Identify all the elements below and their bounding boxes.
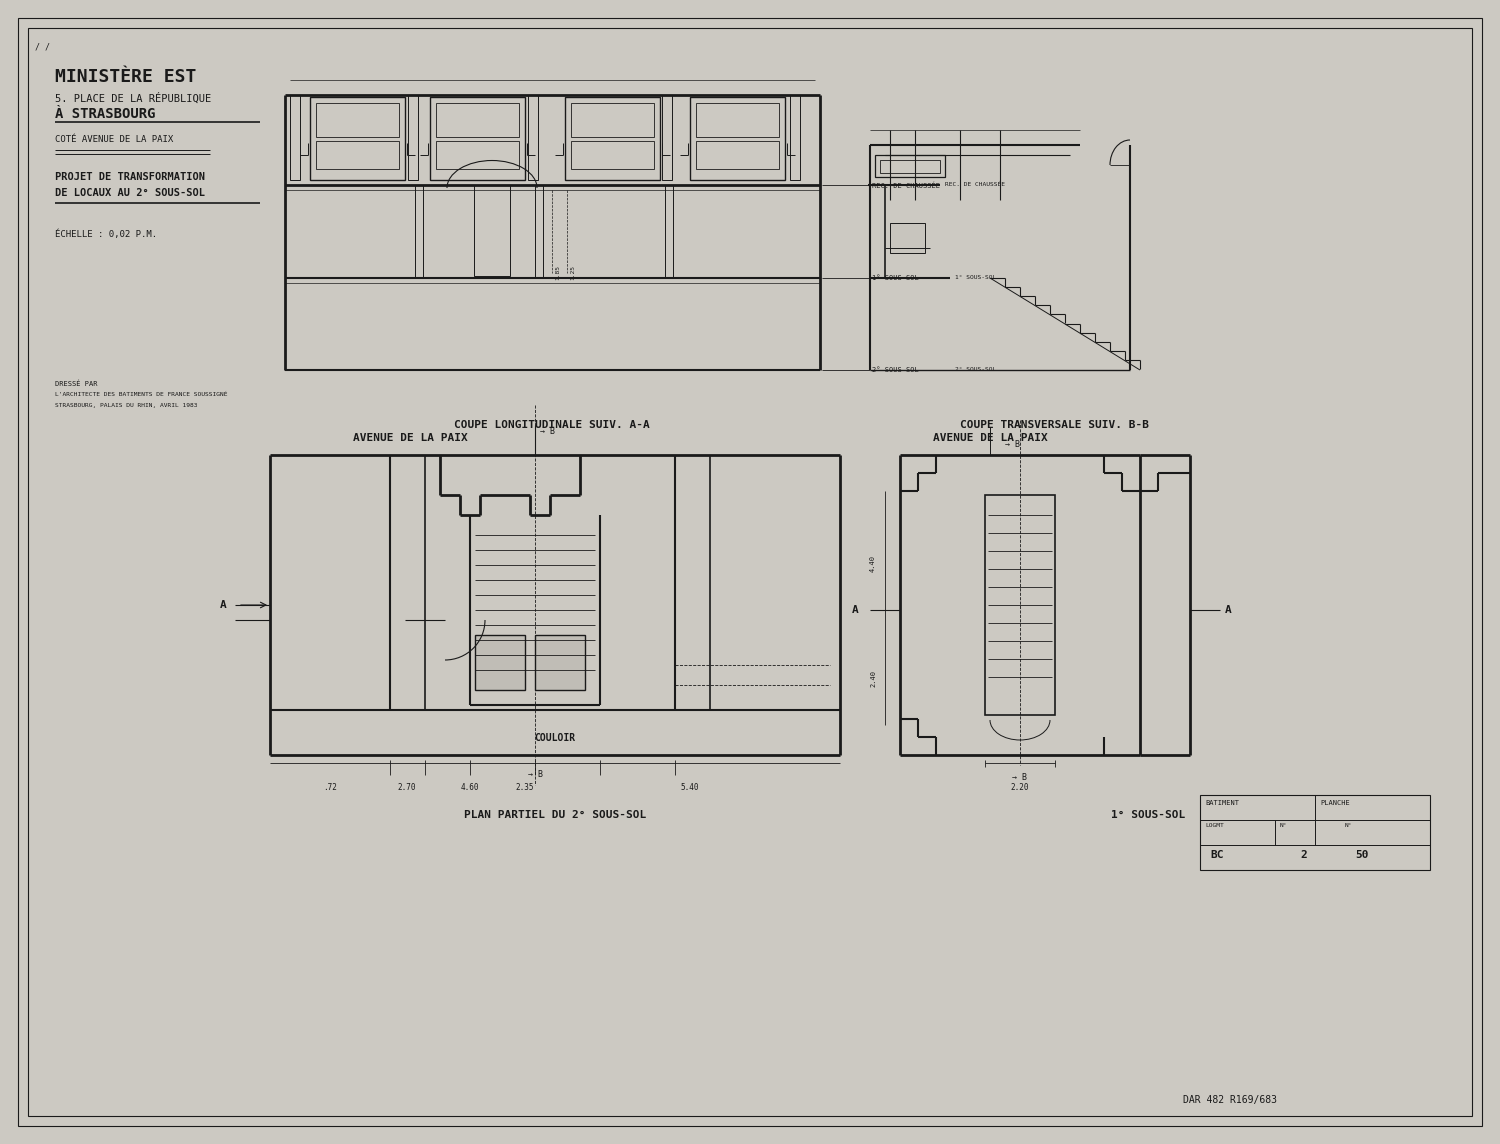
Text: 50: 50 xyxy=(1354,850,1368,860)
Text: 2.70: 2.70 xyxy=(398,782,416,792)
Text: 2: 2 xyxy=(1300,850,1306,860)
Bar xyxy=(436,103,519,137)
Bar xyxy=(316,103,399,137)
Text: → B: → B xyxy=(1005,440,1020,448)
Text: 1° SOUS-SOL: 1° SOUS-SOL xyxy=(956,275,996,280)
Bar xyxy=(696,141,778,169)
Text: REC. DE CHAUSSÉE: REC. DE CHAUSSÉE xyxy=(945,182,1005,188)
Bar xyxy=(1200,795,1429,869)
Bar xyxy=(430,97,525,180)
Bar xyxy=(536,635,585,690)
Bar xyxy=(528,95,538,180)
Text: → B: → B xyxy=(1013,773,1028,782)
Bar xyxy=(662,95,672,180)
Bar xyxy=(690,97,784,180)
Text: 2.40: 2.40 xyxy=(870,670,876,688)
Text: PLAN PARTIEL DU 2° SOUS-SOL: PLAN PARTIEL DU 2° SOUS-SOL xyxy=(464,810,646,820)
Bar xyxy=(572,141,654,169)
Text: A: A xyxy=(1226,605,1232,615)
Text: STRASBOURG, PALAIS DU RHIN, AVRIL 1983: STRASBOURG, PALAIS DU RHIN, AVRIL 1983 xyxy=(56,403,198,408)
Text: COULOIR: COULOIR xyxy=(534,733,576,742)
Bar xyxy=(566,97,660,180)
Text: DE LOCAUX AU 2° SOUS-SOL: DE LOCAUX AU 2° SOUS-SOL xyxy=(56,188,206,198)
Text: 2° SOUS-SOL: 2° SOUS-SOL xyxy=(956,367,996,372)
Bar xyxy=(474,185,510,276)
Bar xyxy=(890,223,926,253)
Text: 1.85: 1.85 xyxy=(555,265,560,280)
Bar xyxy=(476,635,525,690)
Text: N°: N° xyxy=(1280,823,1287,828)
Bar xyxy=(436,141,519,169)
Text: L'ARCHITECTE DES BATIMENTS DE FRANCE SOUSSIGNÉ: L'ARCHITECTE DES BATIMENTS DE FRANCE SOU… xyxy=(56,392,228,397)
Text: PLANCHE: PLANCHE xyxy=(1320,800,1350,807)
Text: PROJET DE TRANSFORMATION: PROJET DE TRANSFORMATION xyxy=(56,172,206,182)
Text: 5. PLACE DE LA RÉPUBLIQUE: 5. PLACE DE LA RÉPUBLIQUE xyxy=(56,92,211,103)
Bar xyxy=(408,95,419,180)
Text: AVENUE DE LA PAIX: AVENUE DE LA PAIX xyxy=(933,432,1047,443)
Text: 5.40: 5.40 xyxy=(681,782,699,792)
Text: COTÉ AVENUE DE LA PAIX: COTÉ AVENUE DE LA PAIX xyxy=(56,135,172,144)
Text: MINISTÈRE EST: MINISTÈRE EST xyxy=(56,67,196,86)
Bar xyxy=(310,97,405,180)
Text: 2.35: 2.35 xyxy=(516,782,534,792)
Bar xyxy=(790,95,800,180)
Text: REC. DE CHAUSSÉE: REC. DE CHAUSSÉE xyxy=(871,182,940,189)
Text: 1° SOUS-SOL: 1° SOUS-SOL xyxy=(871,275,918,281)
Text: .72: .72 xyxy=(322,782,338,792)
Text: BC: BC xyxy=(1210,850,1224,860)
Bar xyxy=(880,160,940,173)
Text: BATIMENT: BATIMENT xyxy=(1204,800,1239,807)
Text: 2.20: 2.20 xyxy=(1011,782,1029,792)
Text: AVENUE DE LA PAIX: AVENUE DE LA PAIX xyxy=(352,432,468,443)
Bar xyxy=(986,495,1054,715)
Text: 1° SOUS-SOL: 1° SOUS-SOL xyxy=(1110,810,1185,820)
Text: COUPE LONGITUDINALE SUIV. A-A: COUPE LONGITUDINALE SUIV. A-A xyxy=(454,420,650,430)
Text: / /: / / xyxy=(34,42,50,51)
Text: A: A xyxy=(852,605,858,615)
Text: A: A xyxy=(220,599,226,610)
Text: 4.40: 4.40 xyxy=(870,555,876,572)
Text: → B: → B xyxy=(528,770,543,779)
Text: COUPE TRANSVERSALE SUIV. B-B: COUPE TRANSVERSALE SUIV. B-B xyxy=(960,420,1149,430)
Text: 2° SOUS-SOL: 2° SOUS-SOL xyxy=(871,367,918,373)
Bar xyxy=(572,103,654,137)
Bar xyxy=(316,141,399,169)
Text: ÉCHELLE : 0,02 P.M.: ÉCHELLE : 0,02 P.M. xyxy=(56,230,158,239)
Text: N°: N° xyxy=(1346,823,1353,828)
Bar xyxy=(874,154,945,177)
Bar xyxy=(696,103,778,137)
Text: 1.25: 1.25 xyxy=(570,265,574,280)
Bar xyxy=(290,95,300,180)
Text: À STRASBOURG: À STRASBOURG xyxy=(56,108,156,121)
Text: → B: → B xyxy=(540,427,555,436)
Text: 4.60: 4.60 xyxy=(460,782,480,792)
Text: DRESSÉ PAR: DRESSÉ PAR xyxy=(56,380,98,387)
Text: DAR 482 R169/683: DAR 482 R169/683 xyxy=(1184,1095,1276,1105)
Text: LOGMT: LOGMT xyxy=(1204,823,1224,828)
